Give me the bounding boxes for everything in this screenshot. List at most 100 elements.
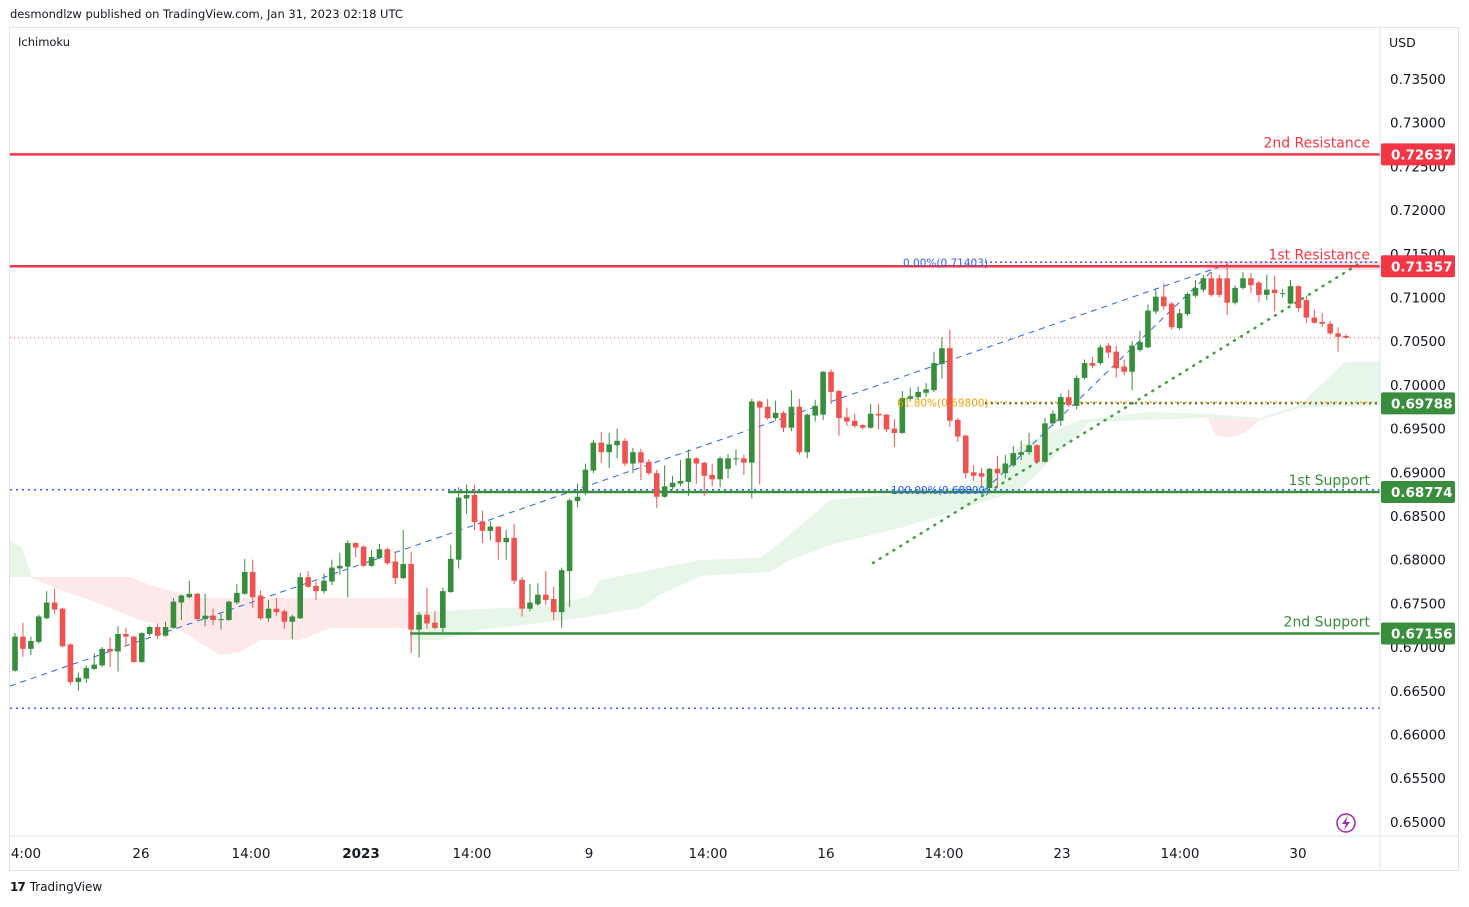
candle-body (535, 594, 541, 605)
candle (646, 459, 652, 475)
candle-body (978, 473, 985, 477)
candle (1311, 309, 1318, 324)
candle (756, 400, 763, 485)
level-label: 1st Support (1289, 473, 1371, 489)
candle-body (923, 389, 929, 393)
candle (352, 542, 359, 558)
candle (558, 567, 565, 628)
candle-body (503, 537, 510, 543)
candle-body (661, 486, 668, 497)
price-tick-label: 0.68500 (1390, 509, 1446, 525)
candle (970, 465, 977, 482)
candle-body (931, 363, 937, 391)
cloud-bearish (10, 577, 410, 655)
candle-body (249, 571, 256, 598)
lightning-icon[interactable] (1336, 813, 1356, 833)
candle (931, 351, 937, 392)
price-tick-label: 0.65500 (1390, 771, 1446, 787)
price-label-box: 0.72637 (1381, 143, 1455, 166)
candle-body (1287, 286, 1294, 304)
candle (1073, 375, 1080, 410)
price-label-value: 0.71357 (1391, 259, 1453, 275)
candle-body (186, 593, 193, 598)
candle-body (566, 500, 573, 572)
candle-body (851, 420, 858, 426)
candle (487, 521, 494, 541)
candle-body (257, 595, 264, 619)
ichimoku-cloud (10, 362, 1380, 655)
candle-body (416, 614, 422, 630)
candle (1081, 359, 1088, 380)
candle-body (764, 406, 771, 419)
candle-body (1184, 294, 1191, 315)
candle (1184, 292, 1191, 316)
candle-body (241, 571, 248, 594)
candle (479, 510, 486, 544)
candle (115, 626, 121, 672)
candle-body (1097, 347, 1104, 364)
candle-body (693, 458, 700, 464)
candle-body (28, 640, 34, 649)
candle (202, 593, 208, 627)
candle (249, 559, 256, 608)
level-label: 2nd Resistance (1263, 135, 1370, 151)
candle-body (622, 440, 628, 464)
candle (416, 612, 422, 658)
price-tick-label: 0.70500 (1390, 334, 1446, 350)
candle-body (1057, 397, 1064, 421)
price-tick-label: 0.66000 (1390, 728, 1446, 744)
cloud-bullish (410, 362, 1380, 640)
candle (337, 552, 343, 575)
candle (1057, 393, 1064, 426)
candle (447, 544, 454, 593)
candle-body (337, 565, 343, 569)
candle (384, 547, 391, 565)
candle-body (210, 615, 216, 621)
candle (178, 594, 185, 621)
indicator-legend[interactable]: Ichimoku (18, 35, 71, 49)
candle (1200, 274, 1207, 293)
candle (1327, 321, 1333, 336)
time-tick-label: 26 (132, 846, 149, 862)
candle-body (51, 602, 58, 610)
candle (661, 465, 668, 498)
publisher-caption: desmondlzw published on TradingView.com,… (10, 7, 403, 21)
candle-body (994, 468, 1001, 474)
candle (1256, 280, 1262, 302)
candle-body (907, 396, 914, 399)
time-tick-label: 30 (1289, 846, 1306, 862)
tradingview-logo-text: TradingView (29, 880, 103, 894)
candle (717, 456, 723, 488)
candle-body (1240, 278, 1246, 288)
candle-body (598, 442, 605, 453)
price-tick-label: 0.65000 (1390, 815, 1446, 831)
candle (344, 540, 351, 598)
candle-body (1319, 321, 1326, 324)
candle-body (780, 412, 787, 428)
price-label-box: 0.69788 (1381, 392, 1455, 415)
candle (289, 614, 296, 640)
price-tick-label: 0.73000 (1390, 116, 1446, 132)
candle-body (1002, 463, 1009, 474)
candle-body (883, 414, 890, 430)
candle (939, 336, 945, 379)
candle (653, 469, 660, 509)
candle (978, 467, 985, 489)
candle-body (796, 406, 803, 453)
candle-body (1034, 445, 1040, 462)
candle (170, 598, 177, 629)
candle-body (804, 414, 811, 453)
candle-body (344, 543, 351, 567)
cloud-bullish-left (10, 540, 32, 577)
candle-body (701, 462, 708, 476)
candle-body (226, 601, 232, 621)
candle-body (424, 614, 430, 624)
candle-body (1263, 289, 1270, 295)
candle (828, 369, 834, 405)
candle (709, 463, 715, 487)
candle (313, 581, 319, 600)
candle-body (1160, 296, 1167, 307)
candle (368, 550, 375, 567)
candle (1271, 275, 1278, 312)
